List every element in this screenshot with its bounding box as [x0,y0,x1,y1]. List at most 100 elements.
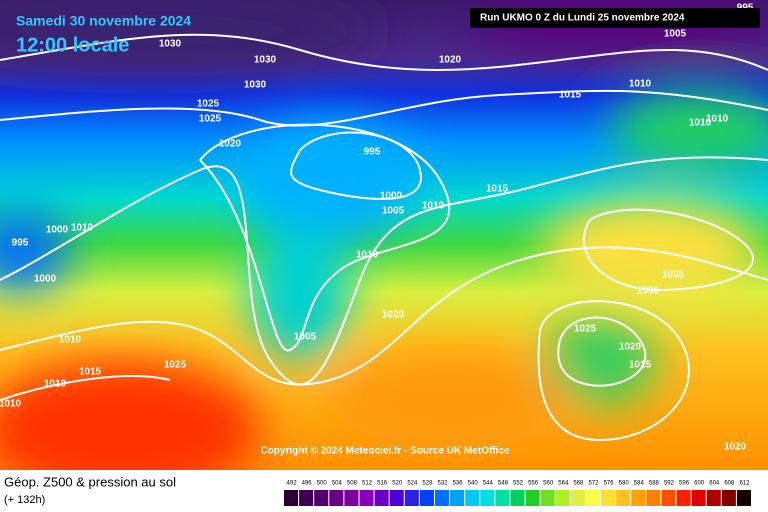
legend-label: 508 [347,481,358,487]
legend-swatch [480,490,495,506]
legend-swatch [299,490,314,506]
legend-swatch [736,490,751,506]
isobar-label: 1005 [382,206,405,217]
legend-label: 556 [528,481,539,487]
copyright: Copyright © 2024 Meteociel.fr - Source U… [260,446,510,457]
isobar-label: 1030 [254,55,277,66]
isobar-label: 1025 [197,99,220,110]
isobar [0,156,768,386]
color-legend: 492 496 500 504 508 512 516 520 524 528 532 536 540 5… [284,481,751,506]
isobar-label: 1000 [380,191,403,202]
isobar-label: 1035 [662,270,685,281]
isobar-label: 1020 [439,55,462,66]
legend-label: 532 [438,481,449,487]
isobar [0,89,768,127]
legend-label: 608 [724,481,735,487]
isobar-label: 1010 [706,114,729,125]
isobar-label: 1025 [164,360,187,371]
legend-swatch [601,490,616,506]
legend-swatch [676,490,691,506]
legend-swatch [495,490,510,506]
isobar [0,375,171,401]
legend-label: 516 [377,481,388,487]
legend-label: 512 [362,481,373,487]
isobar-label: 1010 [0,399,22,410]
legend-swatch [721,490,736,506]
legend-label: 536 [453,481,464,487]
legend-swatch [585,490,601,506]
legend-swatch [344,490,359,506]
legend-label: 496 [302,481,313,487]
legend-swatch [510,490,525,506]
legend-swatch [646,490,661,506]
legend-swatch [691,490,706,506]
footer-title: Géop. Z500 & pression au sol [4,474,176,489]
legend-swatch [329,490,344,506]
legend-label: 500 [317,481,328,487]
isobar [557,316,647,387]
legend-swatch [706,490,721,506]
run-info: Run UKMO 0 Z du Lundi 25 novembre 2024 [480,13,685,24]
legend-swatch [525,490,540,506]
legend-label: 584 [634,481,645,487]
legend-swatch [555,490,570,506]
legend-swatch [314,490,329,506]
legend-label: 560 [543,481,554,487]
map-subtitle: 12:00 locale [16,34,129,56]
legend-swatch [450,490,465,506]
isobar-label: 1010 [59,335,82,346]
legend-label: 548 [498,481,509,487]
legend-swatch [389,490,404,506]
isobar [537,300,690,442]
isobar [199,123,451,352]
legend-label: 544 [483,481,494,487]
legend-swatch [404,490,419,506]
legend-label: 552 [513,481,524,487]
isobar-labels: 995 1030 1030 1030 1020 1005 1010 1015 1025 1025 1… [0,3,754,453]
run-box [470,8,760,28]
legend-label: 524 [407,481,418,487]
legend-swatch [419,490,434,506]
legend-label: 612 [739,481,750,487]
isobar-label: 1030 [637,286,660,297]
isobar-label: 1000 [46,225,69,236]
legend-label: 568 [573,481,584,487]
legend-swatch [465,490,480,506]
isobar-label: 1030 [159,39,182,50]
legend-label: 596 [679,481,690,487]
isobar-label: 1025 [574,324,597,335]
isobar-label: 1020 [382,310,405,321]
legend-label: 572 [588,481,599,487]
legend-swatch [540,490,555,506]
isobar-label: 1010 [44,379,67,390]
legend-label: 492 [287,481,298,487]
isobar [0,33,768,71]
map-title: Samedi 30 novembre 2024 [16,13,191,29]
isobar-label: 1010 [356,250,379,261]
isobar-label: 1020 [219,139,242,150]
legend-label: 604 [709,481,720,487]
legend-swatch [284,490,299,506]
isobar-label: 1015 [486,184,509,195]
isobar-label: 1005 [664,29,687,40]
footer-lead: (+ 132h) [4,494,45,506]
isobar-label: 1010 [422,201,445,212]
isobar-label: 1020 [619,342,642,353]
legend-swatch [359,490,374,506]
legend-swatch [631,490,646,506]
isobar-label: 1010 [689,118,712,129]
isobar-label: 1015 [559,90,582,101]
legend-label: 564 [558,481,569,487]
isobar [0,246,768,386]
legend-label: 588 [649,481,660,487]
isobar-label: 1000 [34,274,57,285]
legend-label: 540 [468,481,479,487]
isobar-label: 995 [364,147,381,158]
isobar-label: 1010 [629,79,652,90]
legend-label: 520 [392,481,403,487]
legend-label: 528 [422,481,433,487]
legend-label: 580 [619,481,630,487]
isobar-label: 1025 [199,114,222,125]
